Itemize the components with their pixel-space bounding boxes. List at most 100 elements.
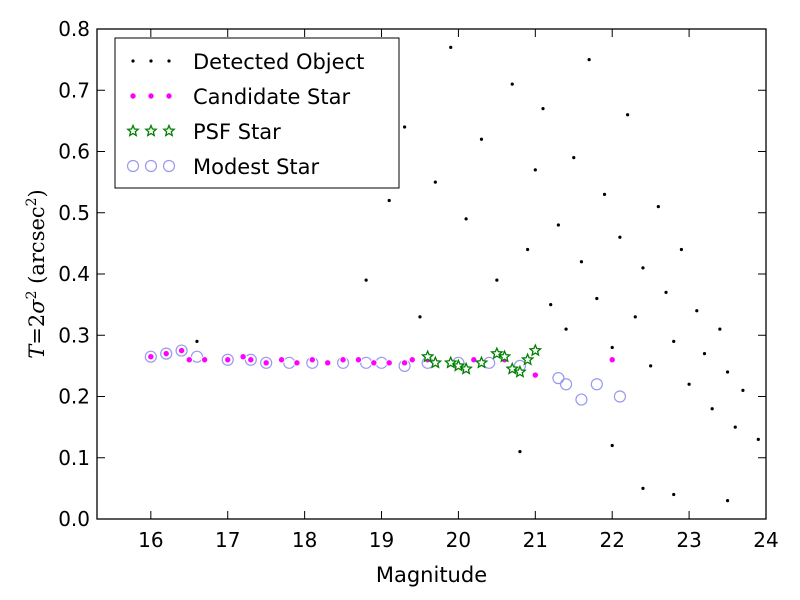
- point-dot: [518, 450, 522, 454]
- point-circle-open: [613, 390, 626, 403]
- point-circle-open: [552, 372, 565, 385]
- legend-marker-circle-small: [165, 92, 173, 100]
- point-circle-open: [160, 347, 173, 360]
- x-tick-label: 17: [215, 528, 240, 552]
- point-dot: [672, 492, 676, 497]
- point-circle-small: [323, 359, 332, 367]
- point-circle-open: [360, 356, 373, 369]
- point-dot: [641, 266, 645, 270]
- point-dot: [687, 382, 691, 386]
- point-dot: [741, 388, 745, 392]
- point-dot: [725, 499, 730, 503]
- ylabel-unit-close: ): [25, 189, 49, 197]
- point-star: [459, 361, 473, 375]
- y-tick-label: 0.0: [58, 507, 90, 531]
- x-tick-label: 19: [369, 528, 394, 552]
- point-circle-open: [221, 353, 234, 366]
- point-star: [420, 349, 435, 363]
- point-star: [513, 364, 527, 378]
- tick-labels: 16 17 18 19 20 21 22 23 24 0.0 0.1 0.2 0.3 0.4 0.5 0.6 0…: [58, 17, 779, 552]
- point-dot: [549, 303, 553, 307]
- legend-marker-dot: [131, 59, 135, 63]
- point-circle-small: [224, 356, 232, 364]
- point-circle-open: [575, 393, 588, 406]
- series-star: [420, 343, 543, 378]
- point-dot: [725, 370, 730, 374]
- ylabel-t: T: [25, 343, 49, 359]
- point-circle-small: [162, 349, 170, 358]
- legend-marker-star: [126, 123, 140, 137]
- point-dot: [541, 107, 545, 111]
- point-dot: [579, 260, 584, 264]
- point-dot: [464, 217, 468, 221]
- legend-marker-circle-open: [162, 159, 176, 173]
- x-tick-label: 20: [446, 528, 471, 552]
- series-circle-open: [144, 344, 626, 406]
- point-star: [474, 355, 489, 369]
- point-circle-small: [177, 346, 186, 355]
- point-dot: [595, 296, 599, 301]
- point-dot: [418, 315, 422, 319]
- point-dot: [526, 247, 530, 252]
- point-star: [497, 349, 512, 363]
- point-dot: [610, 443, 614, 448]
- ylabel-sigma: σ: [25, 299, 49, 314]
- point-star: [428, 355, 443, 369]
- legend-marker-star: [144, 123, 158, 137]
- legend-marker-circle-small: [147, 92, 155, 100]
- y-tick-label: 0.4: [58, 262, 90, 286]
- point-circle-small: [354, 356, 363, 364]
- y-axis-label: T=2σ2 (arcsec2): [24, 189, 49, 359]
- x-tick-label: 16: [138, 528, 163, 552]
- point-circle-small: [470, 356, 478, 364]
- point-dot: [702, 352, 707, 356]
- point-circle-open: [244, 353, 257, 366]
- x-tick-label: 21: [523, 528, 548, 552]
- point-dot: [433, 180, 437, 184]
- point-dot: [649, 364, 653, 368]
- series-dot: [195, 45, 760, 503]
- point-circle-small: [277, 356, 286, 364]
- point-dot: [656, 205, 660, 209]
- point-circle-open: [175, 344, 188, 357]
- point-circle-small: [147, 352, 155, 361]
- point-star: [528, 343, 543, 357]
- point-dot: [641, 486, 645, 490]
- y-tick-label: 0.2: [58, 385, 90, 409]
- legend-label-psf: PSF Star: [193, 120, 281, 144]
- point-circle-small: [262, 359, 270, 367]
- point-dot: [664, 290, 668, 294]
- point-circle-small: [185, 356, 193, 364]
- point-dot: [625, 113, 630, 117]
- point-circle-small: [247, 356, 255, 364]
- point-dot: [495, 278, 499, 282]
- point-circle-small: [339, 356, 347, 364]
- legend-label-modest: Modest Star: [193, 155, 319, 179]
- point-dot: [587, 58, 591, 62]
- legend: Detected Object Candidate Star PSF Star …: [114, 37, 400, 189]
- ylabel-sq: 2: [24, 291, 40, 300]
- point-circle-small: [308, 356, 317, 364]
- plot-frame: [96, 28, 767, 520]
- x-axis-label: Magnitude: [376, 563, 487, 587]
- point-dot: [610, 345, 614, 350]
- y-tick-label: 0.8: [58, 17, 90, 41]
- x-tick-label: 23: [676, 528, 701, 552]
- point-dot: [479, 137, 484, 141]
- point-circle-open: [375, 356, 388, 369]
- y-tick-label: 0.1: [58, 446, 90, 470]
- point-dot: [672, 339, 676, 343]
- point-circle-small: [370, 359, 378, 367]
- ylabel-unit-open: (arcsec: [25, 206, 49, 290]
- point-circle-small: [200, 356, 209, 364]
- point-circle-small: [400, 359, 409, 367]
- point-dot: [556, 223, 560, 227]
- point-circle-open: [590, 378, 603, 391]
- point-circle-open: [144, 350, 157, 363]
- point-dot: [710, 407, 714, 411]
- point-circle-open: [260, 356, 273, 369]
- point-dot: [695, 309, 699, 313]
- ylabel-unit-sq: 2: [24, 197, 40, 206]
- ylabel-eq: =: [25, 327, 49, 345]
